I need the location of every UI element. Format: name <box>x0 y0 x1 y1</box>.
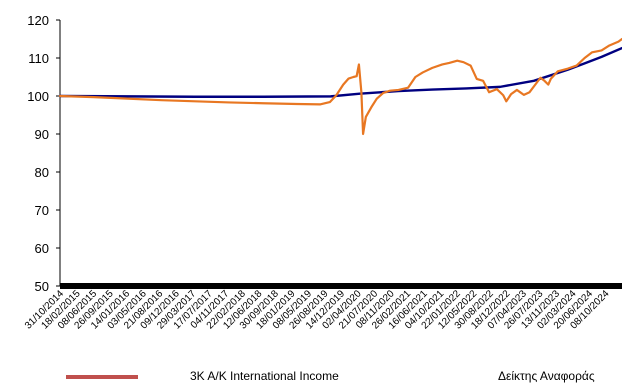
x-axis-line <box>60 283 622 289</box>
series-line-benchmark <box>58 46 622 98</box>
legend-swatch-fund <box>66 375 138 379</box>
series-line-fund <box>58 37 622 136</box>
chart-series <box>58 37 622 136</box>
y-tick-label: 60 <box>35 241 49 256</box>
legend-label-fund: 3K A/K International Income <box>190 369 339 383</box>
y-tick-label: 90 <box>35 127 49 142</box>
y-tick-label: 100 <box>27 89 49 104</box>
y-tick-label: 70 <box>35 203 49 218</box>
y-tick-label: 50 <box>35 279 49 294</box>
y-tick-label: 80 <box>35 165 49 180</box>
y-tick-label: 110 <box>28 51 49 66</box>
legend: 3K A/K International Income Δείκτης Αναφ… <box>0 369 622 385</box>
legend-label-benchmark: Δείκτης Αναφοράς <box>498 369 595 383</box>
y-tick-label: 120 <box>27 13 49 28</box>
x-axis: 31/10/201418/02/201508/06/201526/09/2015… <box>23 283 622 332</box>
y-axis: 50 60 70 80 90 100 110 120 <box>27 13 61 294</box>
